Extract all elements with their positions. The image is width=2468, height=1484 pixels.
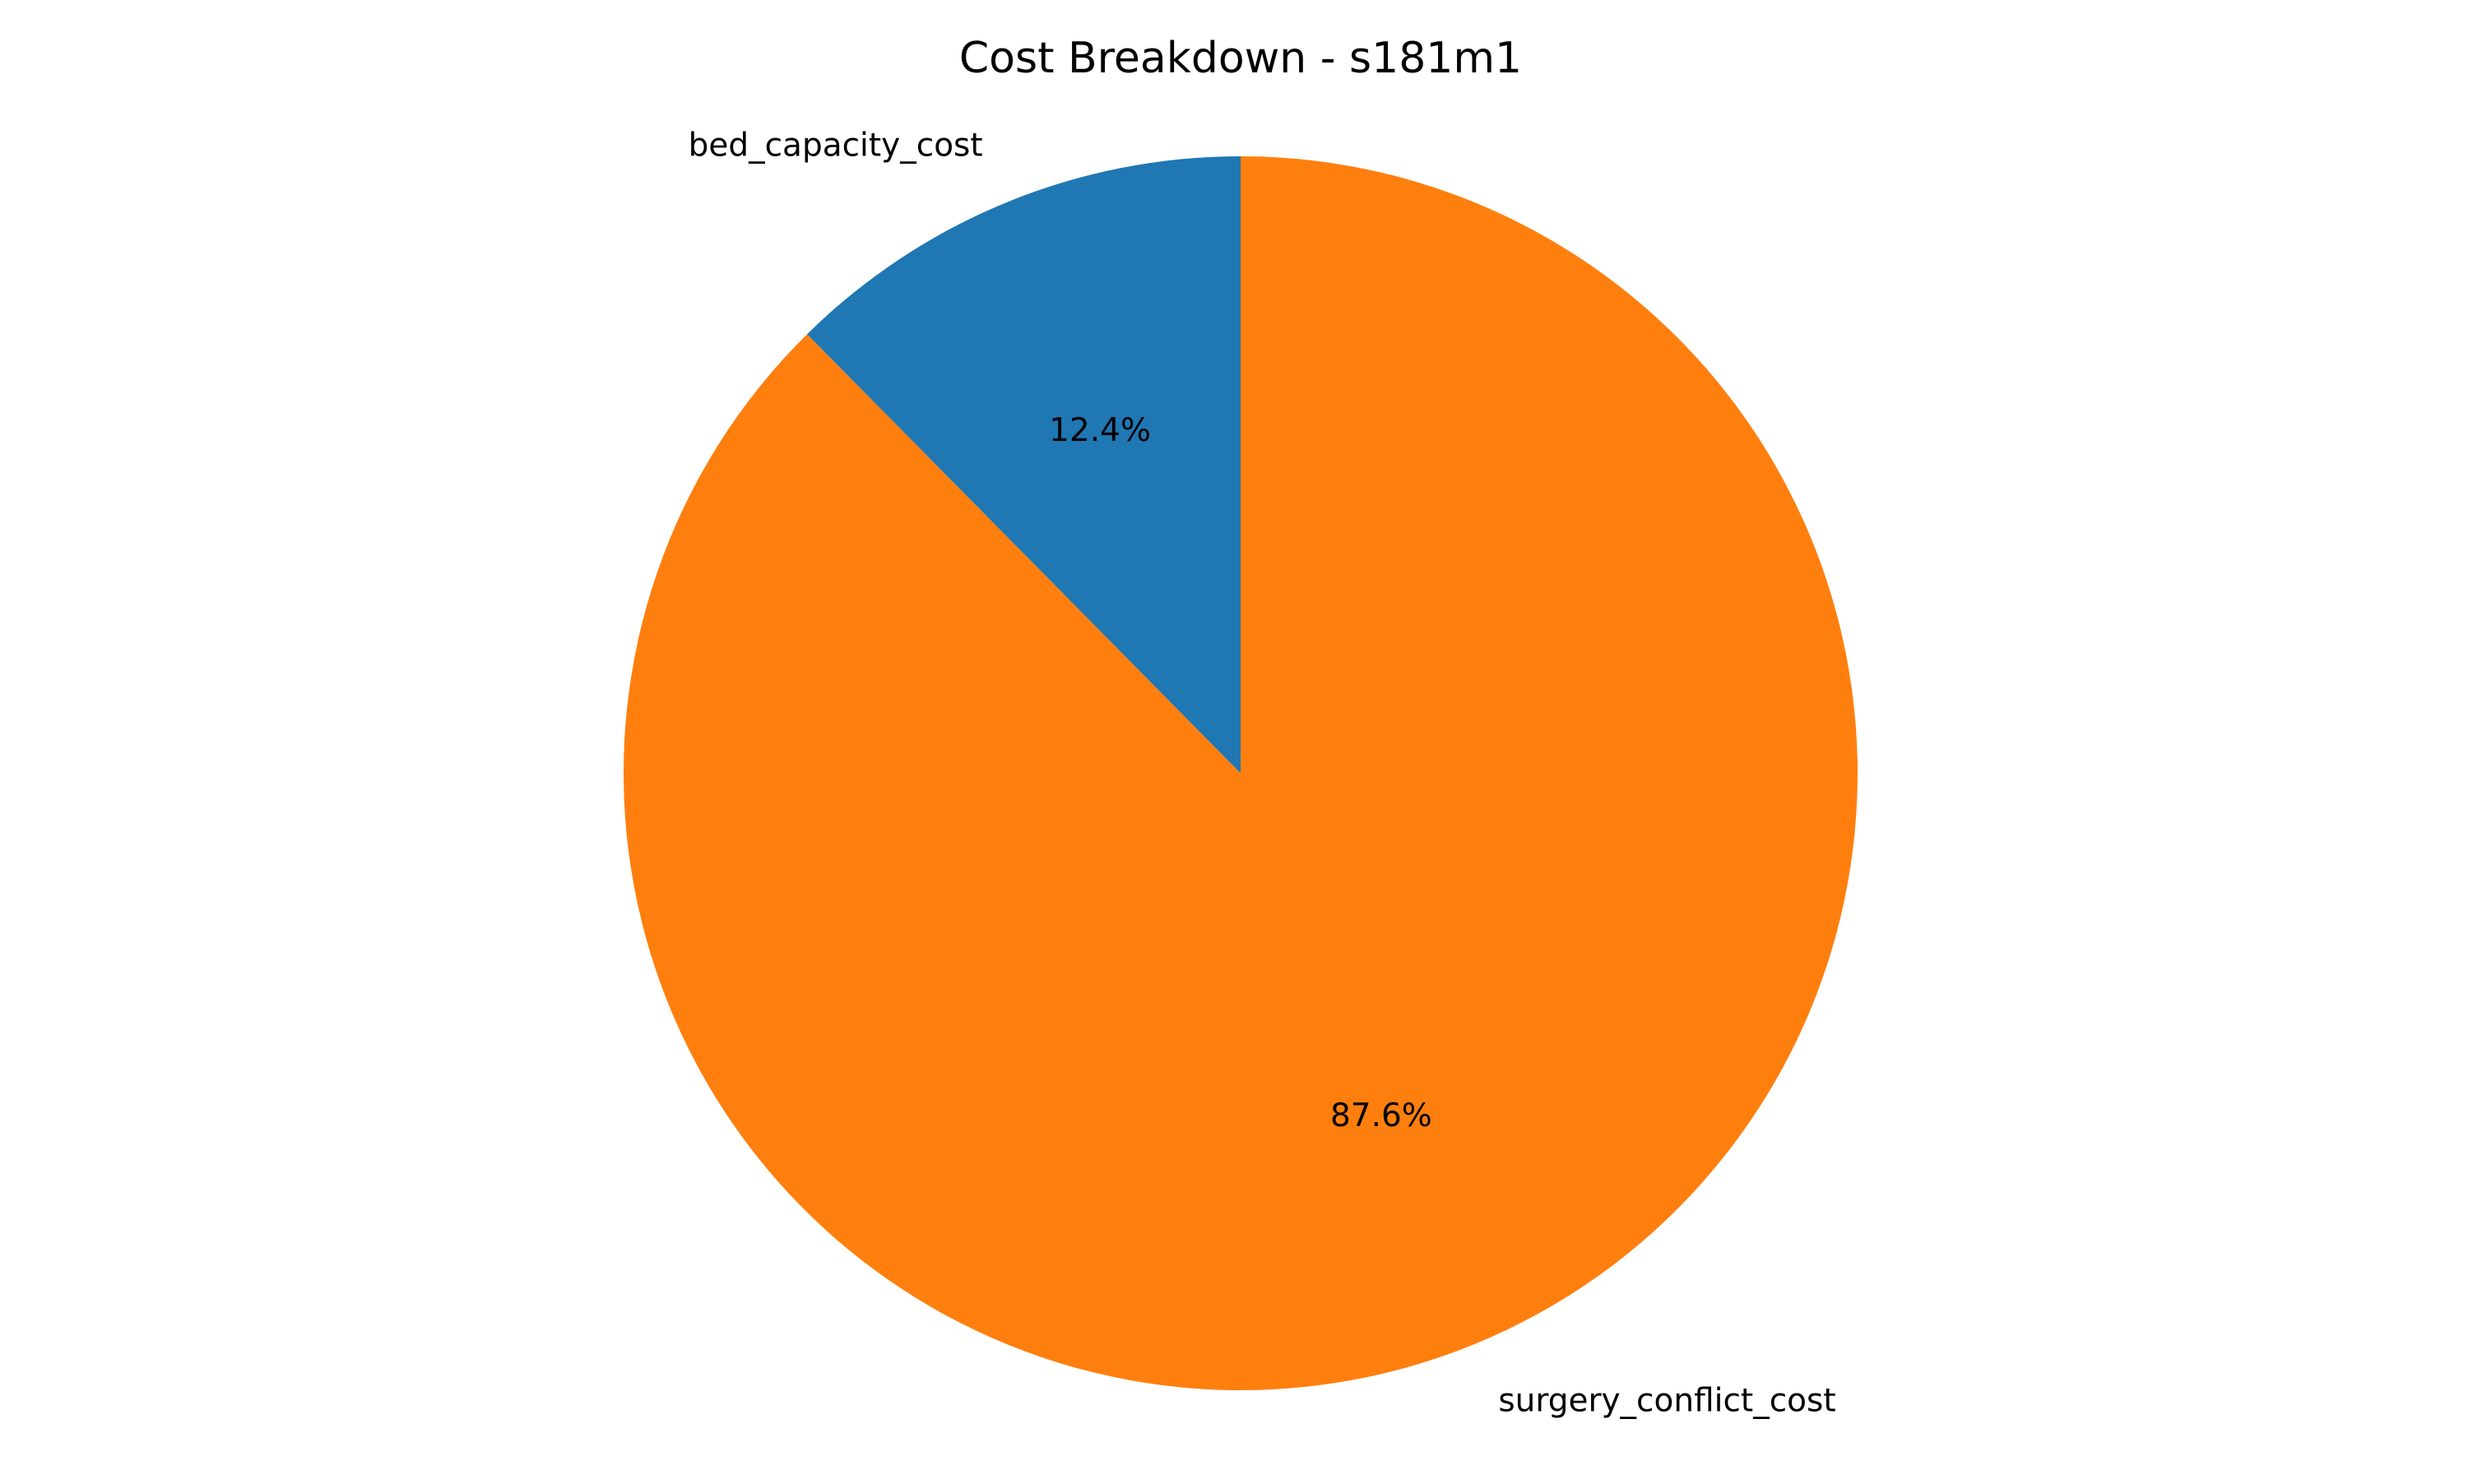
pie-slices [624,156,1858,1390]
slice-label: bed_capacity_cost [689,127,983,164]
slice-label: surgery_conflict_cost [1498,1383,1835,1420]
pie-slice-surgery-conflict-cost [624,156,1858,1390]
slice-percent-label: 12.4% [1049,412,1151,449]
chart-title: Cost Breakdown - s181m1 [959,34,1522,83]
pie-slice-bed-capacity-cost [807,156,1241,773]
pie-labels: bed_capacity_cost 12.4% surgery_conflict_c… [689,127,1836,1419]
slice-percent-label: 87.6% [1330,1097,1432,1134]
